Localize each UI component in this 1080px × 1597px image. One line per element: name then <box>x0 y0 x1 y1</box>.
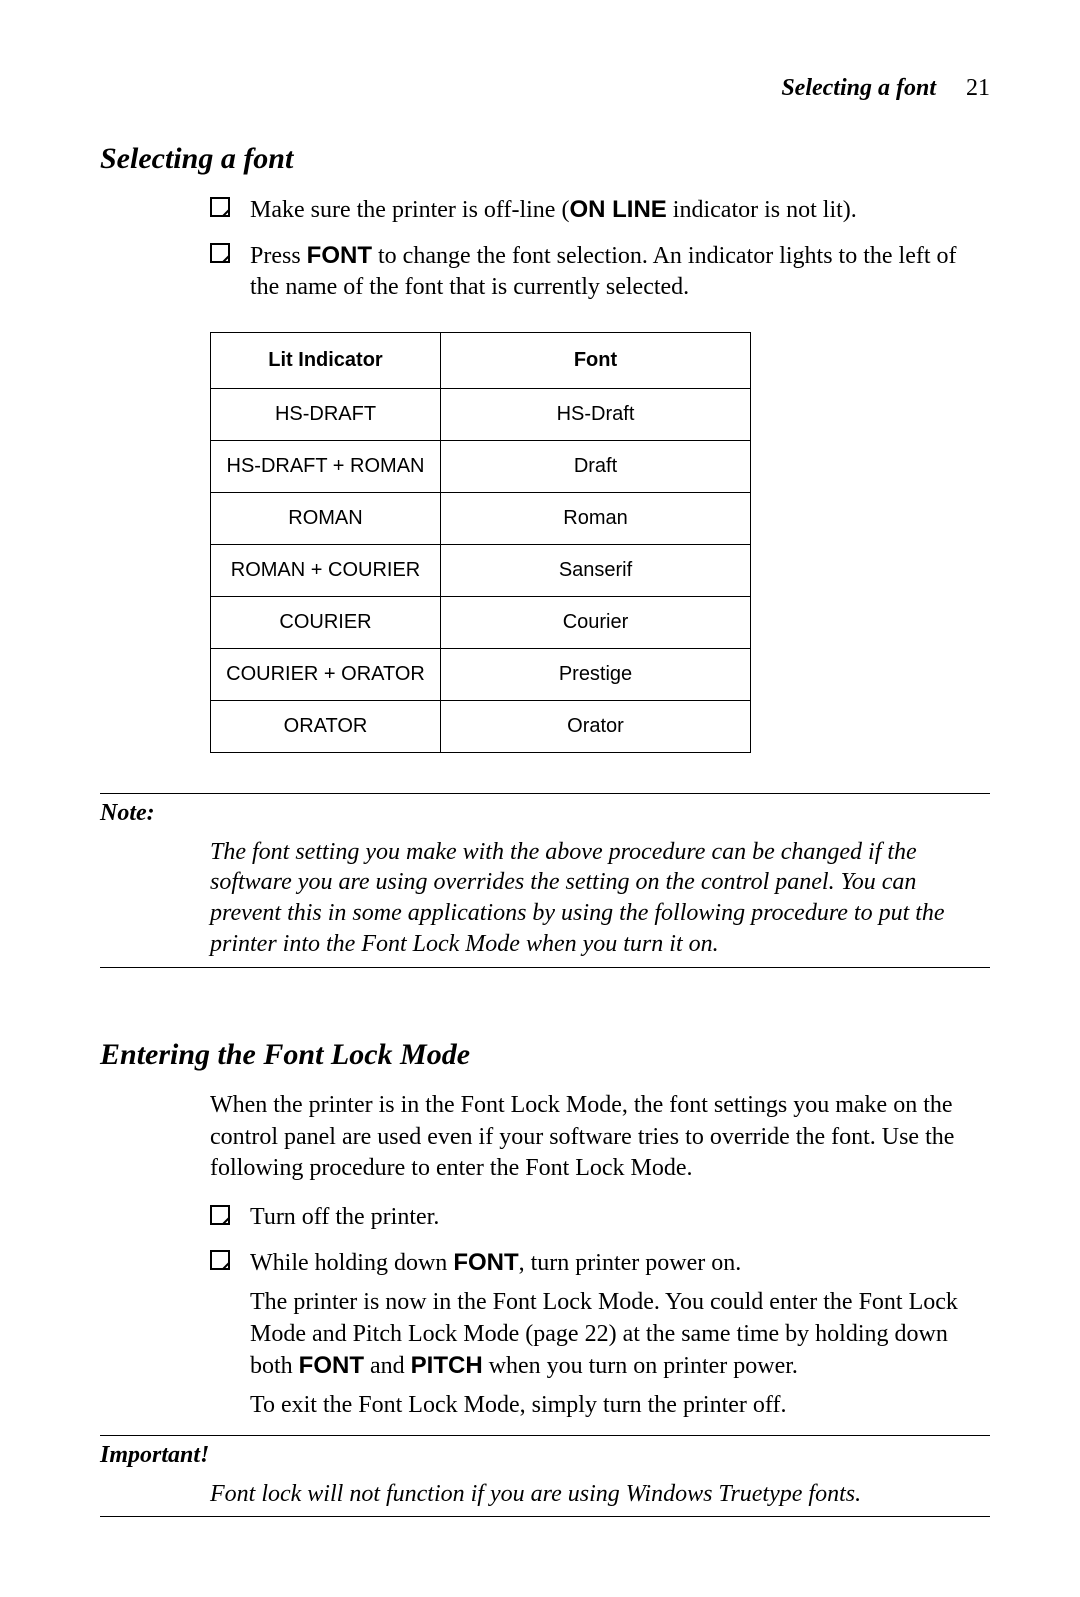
font-lock-para2-post: when you turn on printer power. <box>483 1353 798 1379</box>
bullet-hold-font-pre: While holding down <box>250 1250 453 1276</box>
table-row: HS-DRAFTHS-Draft <box>211 388 751 440</box>
important-block: Important! Font lock will not function i… <box>100 1435 990 1517</box>
bullet-turn-off-printer: Turn off the printer. <box>210 1202 990 1233</box>
horizontal-rule <box>100 967 990 968</box>
checkbox-icon <box>210 1205 230 1225</box>
font-lock-para2-bold2: PITCH <box>411 1352 483 1379</box>
selecting-font-body: Make sure the printer is off-line (ON LI… <box>210 194 990 304</box>
important-body: Font lock will not function if you are u… <box>210 1479 990 1510</box>
table-cell: HS-Draft <box>441 388 751 440</box>
table-cell: Draft <box>441 440 751 492</box>
running-header-page-number: 21 <box>966 75 990 102</box>
note-label: Note: <box>100 800 990 827</box>
table-cell: COURIER <box>211 596 441 648</box>
important-label: Important! <box>100 1442 990 1469</box>
table-cell: Courier <box>441 596 751 648</box>
table-row: ROMANRoman <box>211 492 751 544</box>
bullet-hold-font-power-on: While holding down FONT, turn printer po… <box>210 1247 990 1279</box>
font-lock-para2-mid: and <box>364 1353 411 1379</box>
font-lock-intro: When the printer is in the Font Lock Mod… <box>210 1090 990 1184</box>
note-body: The font setting you make with the above… <box>210 837 990 960</box>
font-lock-para3: To exit the Font Lock Mode, simply turn … <box>210 1390 990 1421</box>
table-cell: HS-DRAFT <box>211 388 441 440</box>
table-header-font: Font <box>441 332 751 388</box>
horizontal-rule <box>100 1516 990 1517</box>
section-heading-selecting-font: Selecting a font <box>100 142 990 176</box>
bullet-hold-font-post: , turn printer power on. <box>519 1250 742 1276</box>
bullet2-text-pre: Press <box>250 243 307 269</box>
bullet-hold-font-bold: FONT <box>453 1249 518 1276</box>
section-heading-font-lock-mode: Entering the Font Lock Mode <box>100 1038 990 1072</box>
horizontal-rule <box>100 1435 990 1436</box>
note-block: Note: The font setting you make with the… <box>100 793 990 969</box>
table-header-row: Lit Indicator Font <box>211 332 751 388</box>
horizontal-rule <box>100 793 990 794</box>
table-cell: Sanserif <box>441 544 751 596</box>
running-header-title: Selecting a font <box>781 75 936 101</box>
checkbox-icon <box>210 1250 230 1270</box>
table-cell: ORATOR <box>211 700 441 752</box>
bullet2-text-bold: FONT <box>307 242 372 269</box>
table-cell: Roman <box>441 492 751 544</box>
font-lock-para2: The printer is now in the Font Lock Mode… <box>210 1287 990 1382</box>
table-row: ROMAN + COURIERSanserif <box>211 544 751 596</box>
font-lock-para2-bold1: FONT <box>299 1352 364 1379</box>
checkbox-icon <box>210 197 230 217</box>
table-cell: COURIER + ORATOR <box>211 648 441 700</box>
bullet-make-sure-offline: Make sure the printer is off-line (ON LI… <box>210 194 990 226</box>
table-cell: Prestige <box>441 648 751 700</box>
table-header-lit-indicator: Lit Indicator <box>211 332 441 388</box>
table-row: COURIER + ORATORPrestige <box>211 648 751 700</box>
bullet1-text-pre: Make sure the printer is off-line ( <box>250 197 569 223</box>
table-cell: ROMAN + COURIER <box>211 544 441 596</box>
bullet1-text-bold: ON LINE <box>569 196 666 223</box>
font-lock-body: When the printer is in the Font Lock Mod… <box>210 1090 990 1421</box>
bullet-turn-off-printer-text: Turn off the printer. <box>250 1204 439 1230</box>
table-cell: HS-DRAFT + ROMAN <box>211 440 441 492</box>
table-row: COURIERCourier <box>211 596 751 648</box>
checkbox-icon <box>210 243 230 263</box>
table-row: HS-DRAFT + ROMANDraft <box>211 440 751 492</box>
table-cell: Orator <box>441 700 751 752</box>
table-cell: ROMAN <box>211 492 441 544</box>
bullet-press-font: Press FONT to change the font selection.… <box>210 240 990 303</box>
bullet1-text-post: indicator is not lit). <box>667 197 857 223</box>
font-indicator-table: Lit Indicator Font HS-DRAFTHS-Draft HS-D… <box>210 332 751 753</box>
table-row: ORATOROrator <box>211 700 751 752</box>
running-header: Selecting a font 21 <box>100 75 990 102</box>
